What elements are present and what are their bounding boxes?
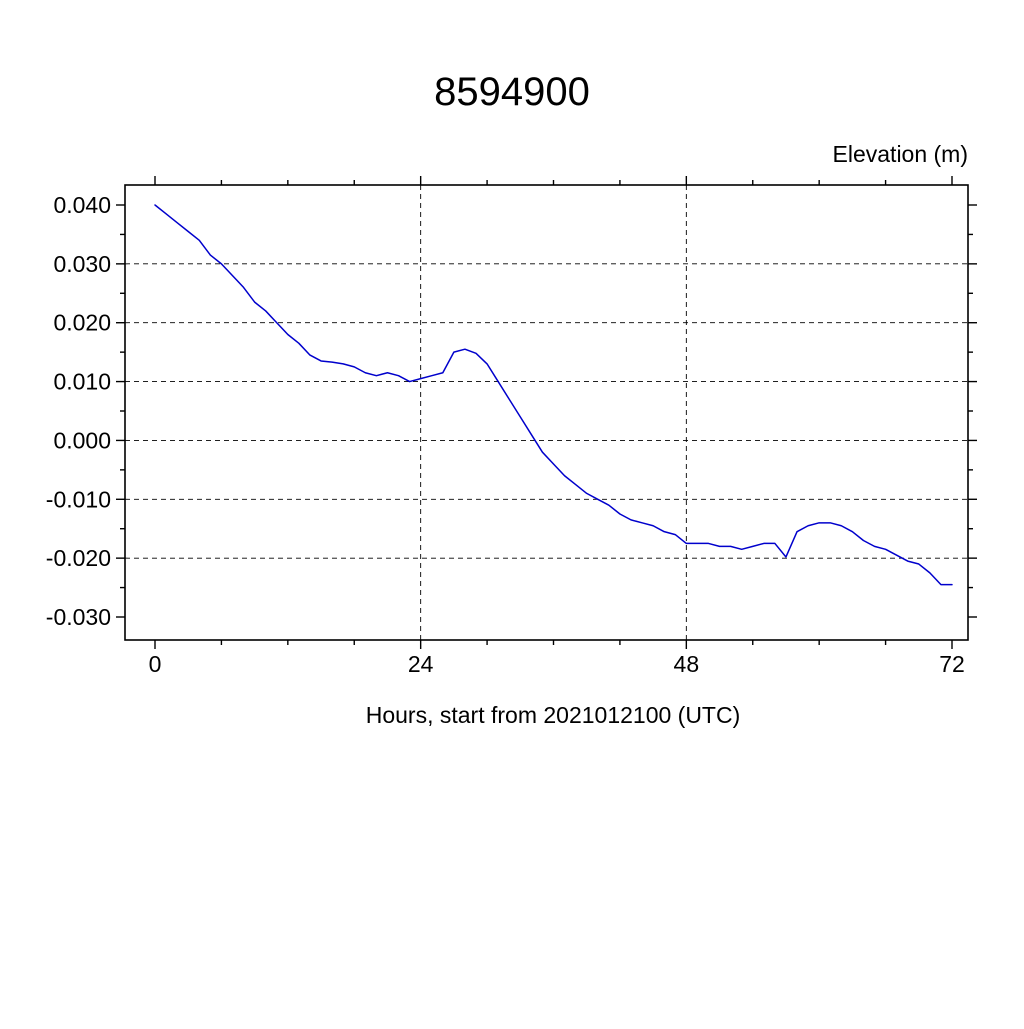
plot-area: 0 24 48 72 0.040 0.030 0.020 0.010 0.000 -0.010 -0… [46,176,977,677]
x-axis-label: Hours, start from 2021012100 (UTC) [366,702,741,728]
y-tick-label: 0.010 [53,369,111,395]
x-tick-label: 72 [939,651,965,677]
x-tick-label: 24 [408,651,434,677]
x-tick-label: 48 [674,651,700,677]
y-axis-label: Elevation (m) [833,141,968,167]
y-tick-label: -0.030 [46,604,111,630]
y-tick-label: -0.020 [46,545,111,571]
chart-title: 8594900 [434,70,590,114]
y-tick-label: 0.000 [53,427,111,453]
y-tick-label: 0.020 [53,310,111,336]
plot-frame [124,184,969,641]
elevation-data-line [154,204,953,586]
y-tick-label: 0.040 [53,192,111,218]
y-tick-label: 0.030 [53,251,111,277]
y-tick-label: -0.010 [46,486,111,512]
x-tick-label: 0 [149,651,162,677]
